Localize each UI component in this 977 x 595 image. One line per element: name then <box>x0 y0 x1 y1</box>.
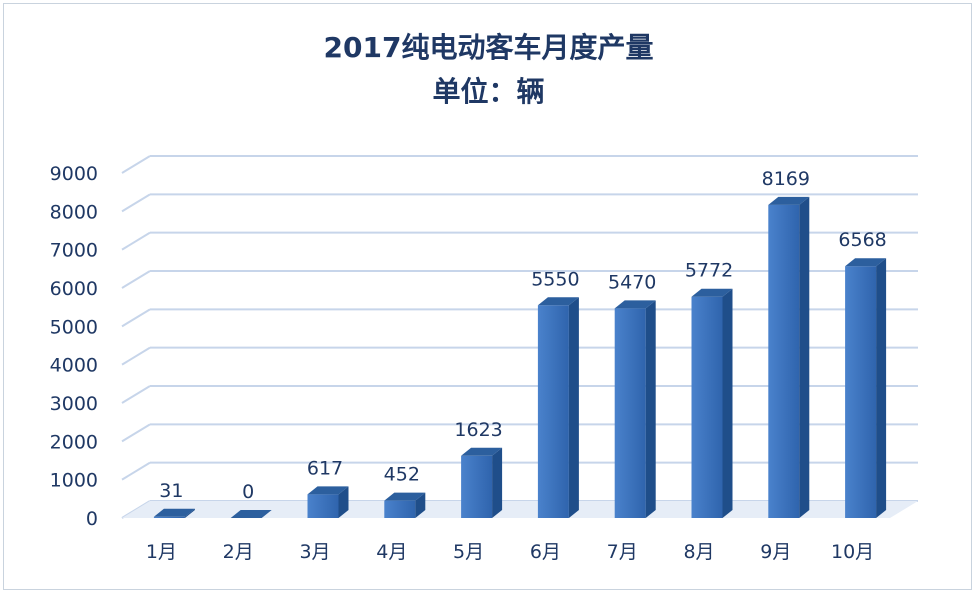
bar-top <box>153 508 195 517</box>
bar-front <box>384 500 416 518</box>
gridline-depth <box>121 155 151 174</box>
gridline-depth <box>121 308 151 328</box>
bar-top <box>384 492 426 501</box>
bar <box>537 297 579 518</box>
y-tick-label: 7000 <box>50 240 98 262</box>
bar-side <box>338 486 349 518</box>
bar-front <box>768 204 800 519</box>
data-label: 1623 <box>454 419 502 441</box>
bar-front <box>691 296 723 518</box>
y-tick-label: 6000 <box>50 278 98 300</box>
bar-top <box>614 300 656 309</box>
y-tick-label: 4000 <box>50 355 98 377</box>
y-axis-ticks: 0 1000 2000 3000 4000 5000 6000 7000 8000 9000 <box>50 163 98 530</box>
y-tick-label: 2000 <box>50 431 98 453</box>
bar-layer <box>153 196 887 519</box>
bar-front <box>614 308 646 518</box>
bar <box>230 510 272 519</box>
bar <box>614 300 656 518</box>
bar-top <box>461 447 503 456</box>
bar-top <box>845 258 887 267</box>
gridline-depth <box>121 193 151 213</box>
x-category-label: 10月 <box>831 541 874 563</box>
bar-front <box>153 516 185 518</box>
x-category-label: 7月 <box>607 541 638 563</box>
bar-side <box>799 196 810 519</box>
x-category-label: 8月 <box>683 541 714 563</box>
bar <box>691 288 733 518</box>
gridline-depth <box>121 346 151 366</box>
y-tick-label: 0 <box>86 508 98 530</box>
x-category-label: 3月 <box>299 541 330 563</box>
bar-front <box>461 455 493 518</box>
y-tick-label: 8000 <box>50 201 98 223</box>
gridline-depth <box>121 385 151 404</box>
bar <box>845 258 887 518</box>
bar-side <box>415 492 426 518</box>
bar-top <box>537 297 579 306</box>
bar-front <box>537 305 569 518</box>
x-category-label: 9月 <box>760 541 791 563</box>
y-tick-label: 9000 <box>50 163 98 185</box>
data-labels: 31 0 617 452 1623 5550 5470 5772 8169 6568 <box>159 168 886 503</box>
x-category-label: 1月 <box>146 541 177 563</box>
bar-side <box>876 258 887 518</box>
gridline-depth <box>121 270 151 289</box>
data-label: 8169 <box>762 168 810 190</box>
bar-top <box>307 486 349 495</box>
data-label: 5550 <box>531 268 579 290</box>
data-label: 452 <box>384 464 420 486</box>
chart-subtitle: 单位：辆 <box>432 75 545 108</box>
bar-front <box>845 266 877 518</box>
x-category-label: 2月 <box>223 541 254 563</box>
y-tick-label: 1000 <box>50 470 98 492</box>
bar-side <box>492 447 503 518</box>
gridline-depth <box>121 231 151 251</box>
data-label: 31 <box>159 480 183 502</box>
bar-top <box>230 510 272 518</box>
bar <box>461 447 503 518</box>
data-label: 5772 <box>685 260 733 282</box>
bar-side <box>568 297 579 518</box>
gridline-depth <box>121 461 151 481</box>
x-category-label: 4月 <box>376 541 407 563</box>
chart-title: 2017纯电动客车月度产量 <box>323 31 654 64</box>
bar <box>768 196 810 519</box>
y-tick-label: 3000 <box>50 393 98 415</box>
bar-side <box>645 300 656 518</box>
bar-top <box>768 196 810 205</box>
x-category-label: 6月 <box>530 541 561 563</box>
data-label: 0 <box>242 481 254 503</box>
bar <box>384 492 426 518</box>
y-tick-label: 5000 <box>50 316 98 338</box>
x-axis-categories: 1月 2月 3月 4月 5月 6月 7月 8月 9月 10月 <box>146 541 874 563</box>
bar-front <box>307 494 339 518</box>
bar-side <box>184 508 195 518</box>
data-label: 5470 <box>608 271 656 293</box>
gridline-depth <box>121 423 151 443</box>
data-label: 6568 <box>838 229 886 251</box>
bar-top <box>691 288 733 297</box>
bar <box>153 508 195 518</box>
chart-title-block: 2017纯电动客车月度产量 单位：辆 <box>0 30 977 110</box>
data-label: 617 <box>307 457 343 479</box>
bar-side <box>722 288 733 518</box>
bar <box>307 486 349 518</box>
x-category-label: 5月 <box>453 541 484 563</box>
